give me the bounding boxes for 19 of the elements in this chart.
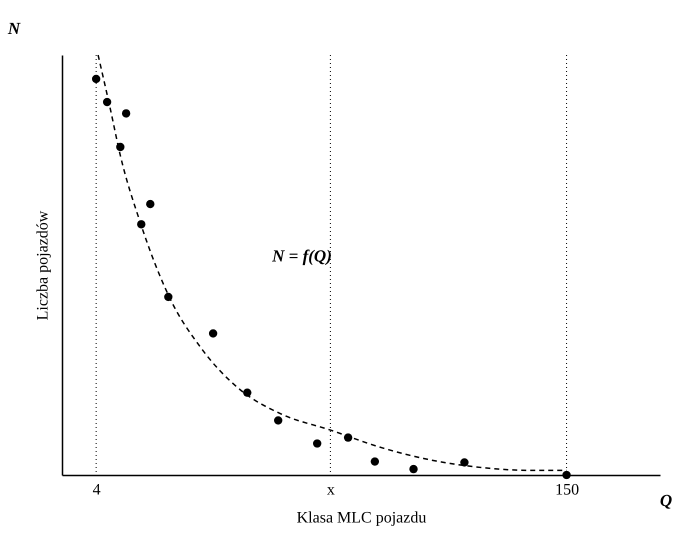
x-tick-label: 150 xyxy=(555,482,580,498)
point xyxy=(243,388,252,397)
point xyxy=(370,457,380,466)
point xyxy=(92,74,100,84)
point xyxy=(208,329,218,338)
point xyxy=(409,464,418,474)
annotation: N = f(Q) xyxy=(271,246,332,266)
point xyxy=(274,416,282,425)
point xyxy=(460,458,469,467)
point xyxy=(122,109,130,118)
text: Q xyxy=(660,491,672,510)
text: N xyxy=(6,19,21,38)
point xyxy=(146,200,154,208)
x-axis-title: Klasa MLC pojazdu xyxy=(296,510,426,526)
y-axis-title: Liczba pojazdów xyxy=(34,210,52,320)
x-tick-label: 4 xyxy=(92,482,101,498)
point xyxy=(562,470,571,480)
point xyxy=(313,439,322,448)
x-tick-label: x xyxy=(326,482,335,498)
